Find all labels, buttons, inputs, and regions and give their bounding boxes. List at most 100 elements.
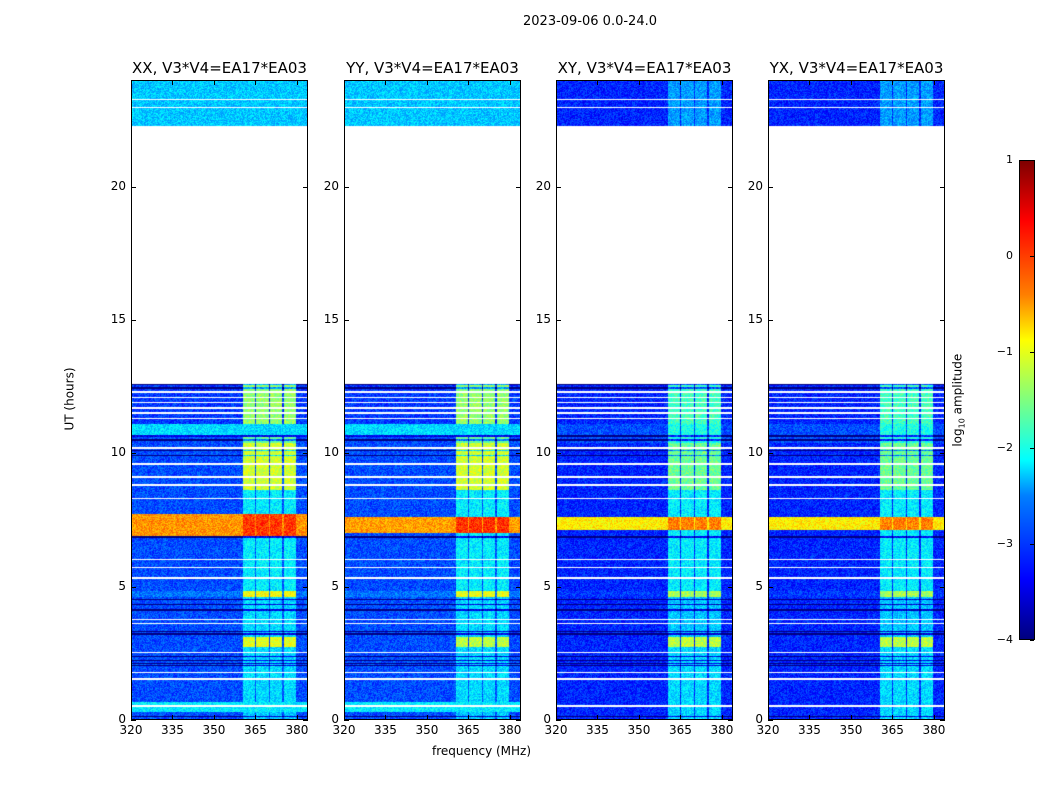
spectrogram-image (132, 81, 307, 719)
x-tick-mark (344, 715, 345, 720)
x-tick-label: 380 (498, 723, 522, 737)
y-tick-mark (728, 186, 733, 188)
y-tick-mark (344, 453, 349, 455)
colorbar-tick-label: −1 (996, 345, 1013, 358)
y-tick-mark (516, 186, 521, 188)
colorbar-tick-mark (1030, 256, 1034, 257)
colorbar-tick-mark (1030, 640, 1034, 641)
colorbar-tick-mark (1030, 544, 1034, 545)
x-tick-mark (172, 715, 174, 720)
y-tick-mark (940, 453, 945, 455)
x-tick-label: 380 (922, 723, 946, 737)
colorbar-tick-mark (1030, 448, 1034, 449)
y-tick-mark (516, 586, 521, 588)
x-tick-mark (850, 80, 852, 85)
x-tick-mark (509, 80, 511, 85)
colorbar-tick-mark (1030, 160, 1034, 161)
y-tick-mark (556, 453, 561, 455)
spectrogram-panel-yx (768, 80, 945, 720)
spectrogram-image (769, 81, 944, 719)
y-tick-mark (344, 586, 349, 588)
panel-title: YY, V3*V4=EA17*EA03 (346, 59, 519, 77)
y-tick-label: 15 (110, 312, 126, 326)
y-tick-label: 20 (747, 178, 763, 193)
x-tick-label: 335 (161, 723, 184, 737)
x-tick-mark (344, 80, 345, 85)
x-tick-label: 335 (374, 723, 397, 737)
y-tick-mark (344, 320, 349, 321)
x-tick-label: 365 (457, 723, 480, 737)
x-tick-mark (255, 715, 257, 720)
x-tick-label: 380 (710, 723, 734, 737)
y-tick-mark (768, 320, 773, 321)
y-axis-label: UT (hours) (62, 367, 77, 431)
x-tick-mark (172, 80, 174, 85)
y-tick-mark (556, 186, 561, 188)
x-tick-mark (721, 715, 723, 720)
y-tick-mark (768, 720, 773, 721)
x-tick-mark (597, 715, 599, 720)
colorbar-label: log10 amplitude (950, 354, 966, 447)
x-tick-label: 380 (285, 723, 309, 737)
x-tick-mark (768, 715, 769, 720)
x-tick-mark (933, 715, 935, 720)
y-tick-label: 0 (331, 712, 339, 726)
y-tick-label: 5 (118, 578, 126, 593)
spectrogram-panel-yy (344, 80, 521, 720)
x-tick-mark (721, 80, 723, 85)
x-tick-mark (131, 80, 132, 85)
x-tick-mark (597, 80, 599, 85)
x-tick-mark (892, 715, 894, 720)
y-tick-mark (303, 453, 308, 455)
x-tick-mark (638, 715, 640, 720)
figure-title: 2023-09-06 0.0-24.0 (523, 14, 657, 29)
x-tick-mark (680, 715, 682, 720)
x-tick-mark (809, 715, 811, 720)
x-tick-mark (809, 80, 811, 85)
y-tick-mark (556, 720, 561, 721)
spectrogram-panel-xx (131, 80, 308, 720)
panel-title: XY, V3*V4=EA17*EA03 (557, 59, 732, 77)
y-tick-mark (728, 720, 733, 721)
x-tick-mark (426, 80, 428, 85)
x-tick-label: 350 (839, 723, 863, 737)
x-tick-mark (468, 80, 470, 85)
y-tick-mark (303, 720, 308, 721)
y-tick-mark (131, 320, 136, 321)
colorbar (1019, 160, 1035, 640)
y-tick-mark (516, 453, 521, 455)
x-tick-label: 320 (756, 723, 780, 737)
y-tick-label: 0 (755, 712, 763, 726)
x-tick-label: 350 (202, 723, 226, 737)
x-tick-mark (850, 715, 852, 720)
x-tick-label: 335 (586, 723, 609, 737)
y-tick-mark (303, 320, 308, 321)
x-tick-mark (385, 715, 387, 720)
x-tick-label: 320 (544, 723, 568, 737)
y-tick-label: 10 (535, 445, 551, 460)
y-tick-mark (131, 453, 136, 455)
y-tick-label: 5 (331, 578, 339, 593)
y-tick-mark (728, 586, 733, 588)
x-tick-label: 320 (332, 723, 356, 737)
y-tick-label: 0 (118, 712, 126, 726)
y-tick-mark (768, 453, 773, 455)
y-tick-label: 15 (535, 312, 551, 326)
y-tick-label: 5 (755, 578, 763, 593)
x-tick-label: 350 (627, 723, 651, 737)
panel-title: YX, V3*V4=EA17*EA03 (769, 59, 944, 77)
y-tick-mark (768, 586, 773, 588)
y-tick-mark (344, 186, 349, 188)
y-tick-label: 15 (747, 312, 763, 326)
y-tick-label: 0 (543, 712, 551, 726)
x-tick-mark (892, 80, 894, 85)
colorbar-label-sub: 10 (957, 418, 967, 429)
x-tick-mark (509, 715, 511, 720)
y-tick-label: 10 (747, 445, 763, 460)
colorbar-tick-label: 1 (1006, 153, 1013, 166)
y-tick-mark (516, 720, 521, 721)
y-tick-label: 5 (543, 578, 551, 593)
colorbar-tick-label: −2 (996, 441, 1013, 454)
y-tick-mark (131, 720, 136, 721)
